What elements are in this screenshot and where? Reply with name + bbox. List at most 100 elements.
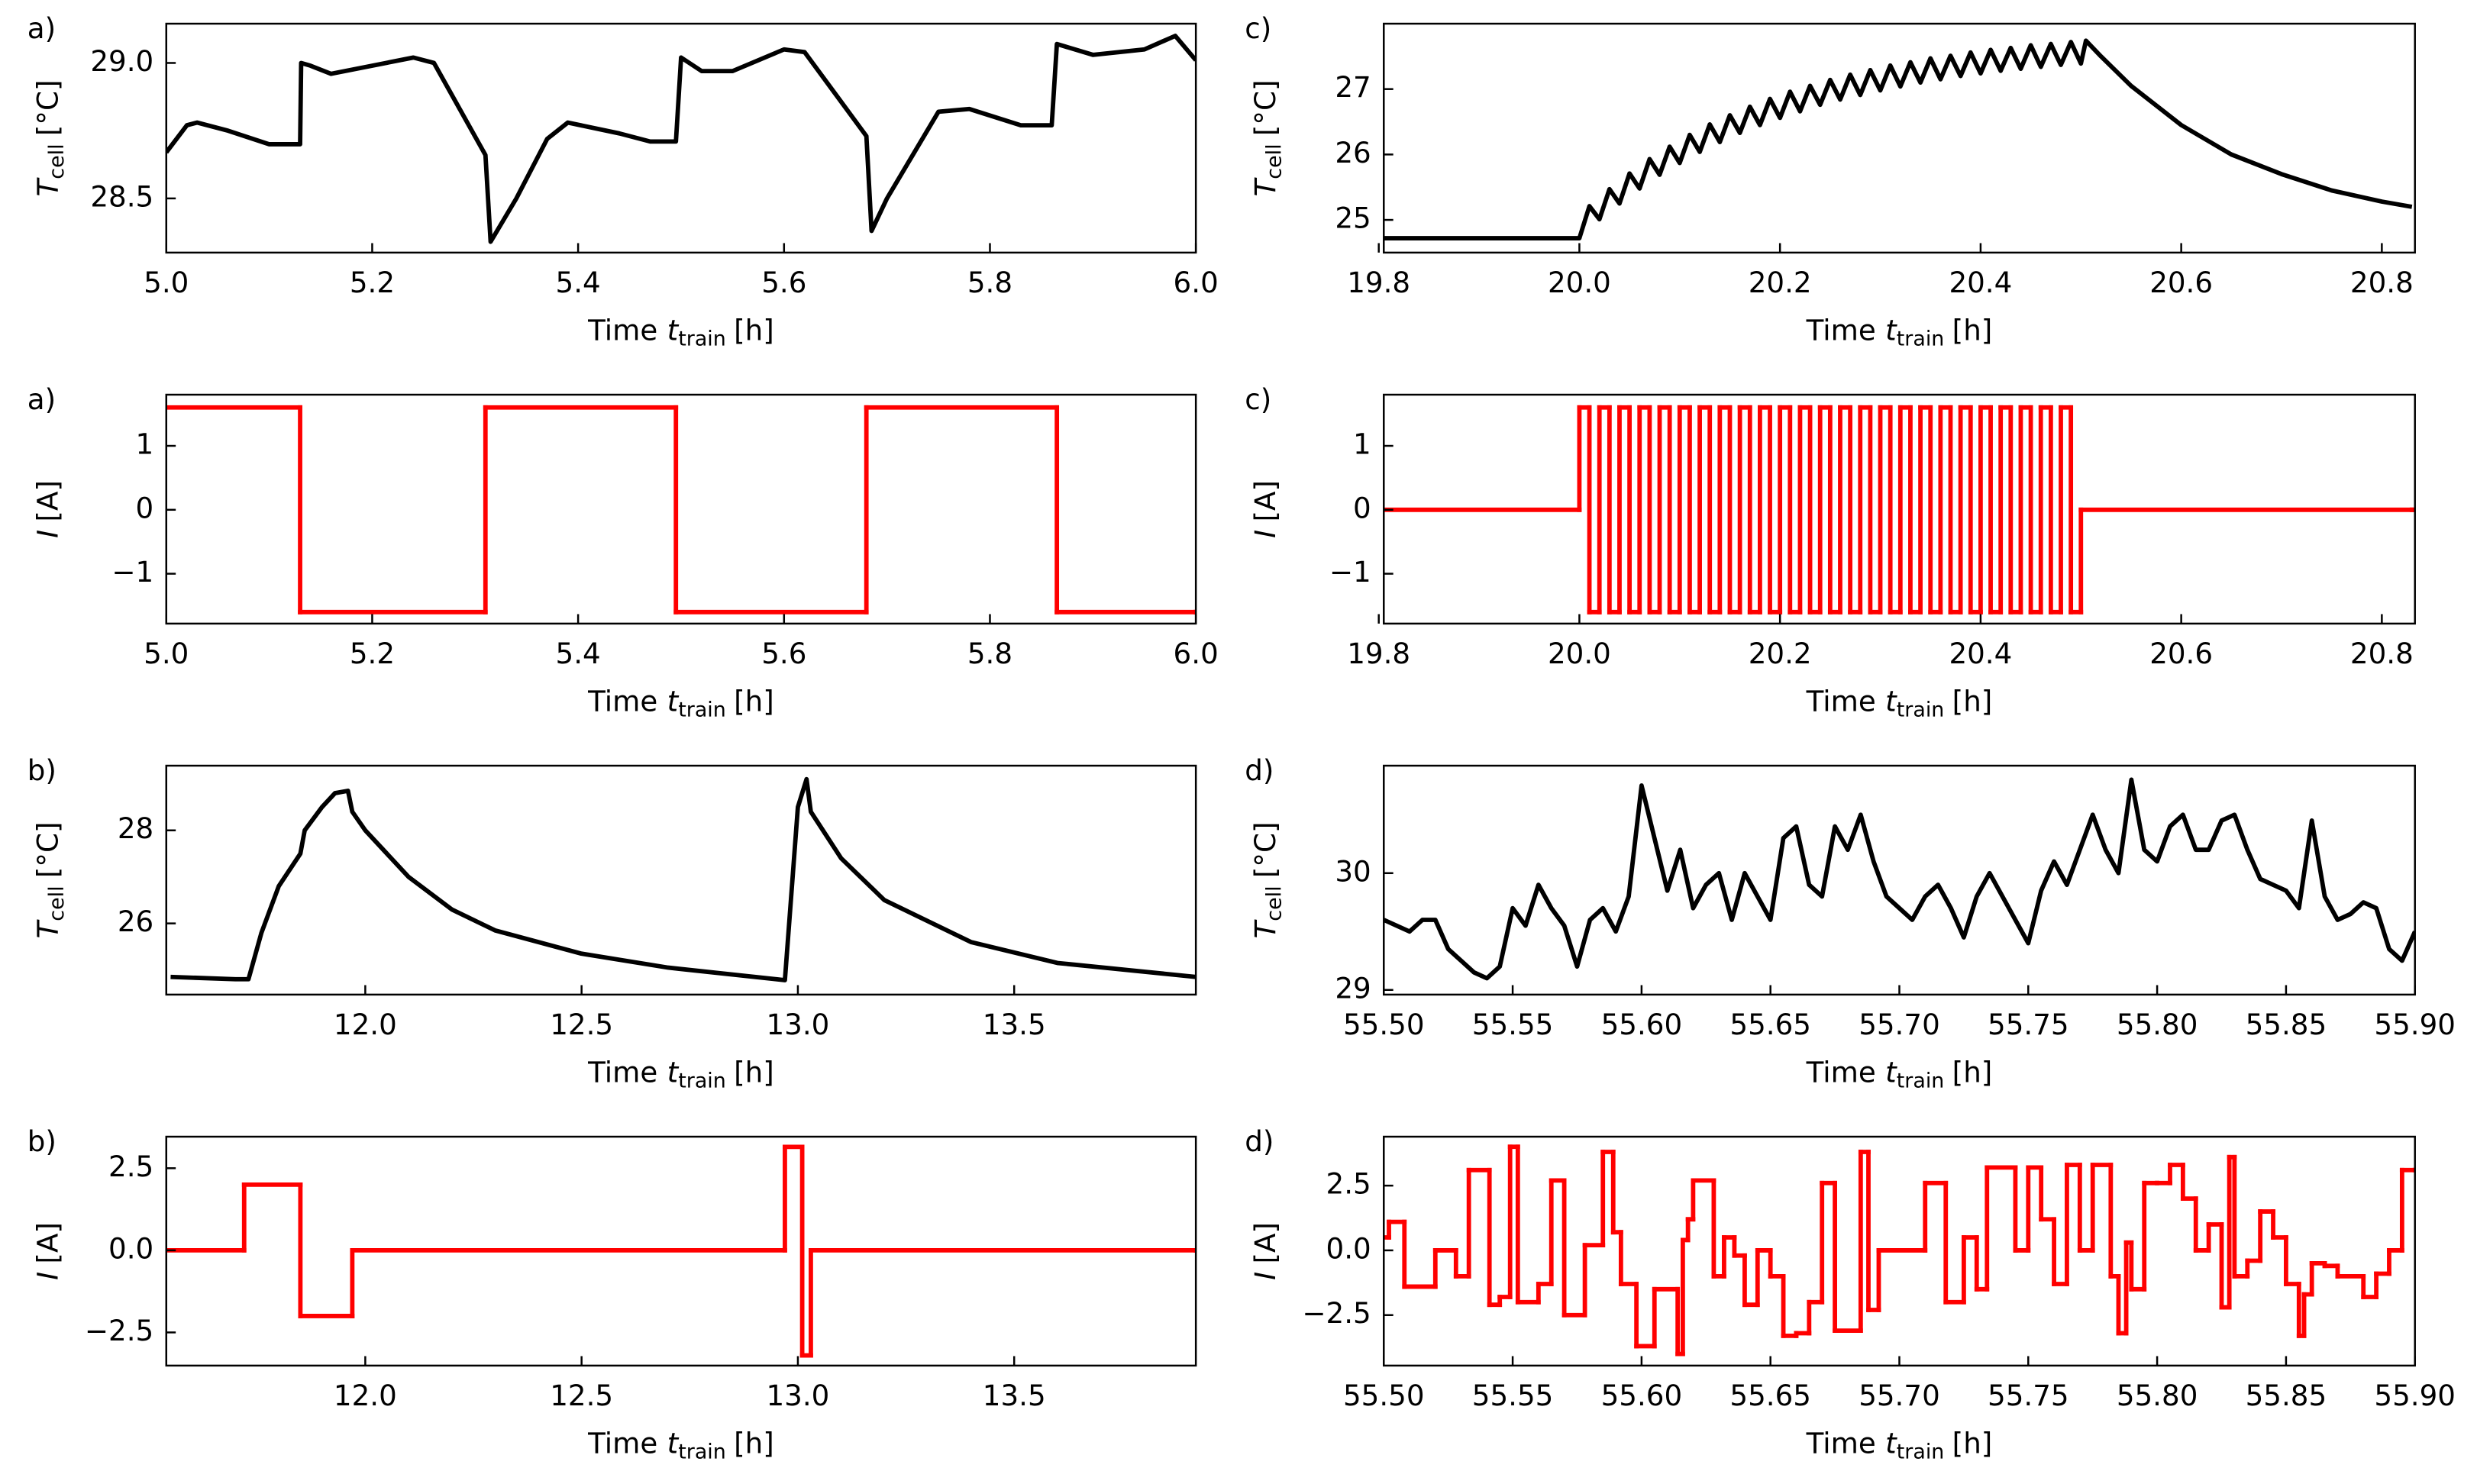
x-tick-label: 55.80 [2117,1008,2198,1041]
panel-label: d) [1245,753,1274,787]
x-tick-label: 5.2 [350,637,395,670]
x-label-unit: [h] [734,313,774,347]
x-label-text: Time [587,1426,657,1460]
panel-label: b) [27,753,57,787]
y-tick-label: 1 [136,427,154,461]
x-axis-label: Time ttrain [h] [1806,1426,1993,1463]
y-label-symbol: I [1248,1272,1282,1280]
x-tick-label: 13.0 [766,1008,829,1041]
x-label-text: Time [587,1055,657,1089]
x-label-symbol: t [667,313,680,347]
x-tick-label: 55.90 [2374,1379,2456,1412]
x-tick-label: 12.0 [334,1008,397,1041]
x-tick-label: 20.0 [1548,266,1611,299]
y-tick-label: 0.0 [1326,1231,1371,1265]
x-tick-label: 5.4 [556,266,601,299]
plot-area [1384,38,2413,240]
x-tick-label: 12.5 [550,1008,613,1041]
y-tick-label: 25 [1335,202,1371,235]
y-label-unit: [°C] [1248,79,1282,136]
x-tick-label: 20.6 [2149,266,2213,299]
x-label-subscript: train [678,327,726,350]
x-axis-label: Time ttrain [h] [1806,313,1993,350]
y-tick-label: 29.0 [90,44,153,78]
y-label-symbol: T [31,918,64,938]
x-label-subscript: train [678,698,726,721]
x-tick-label: 12.0 [334,1379,397,1412]
x-label-symbol: t [667,1426,680,1460]
x-label-symbol: t [1885,313,1897,347]
y-label-subscript: cell [45,144,69,179]
x-tick-label: 5.4 [556,637,601,670]
x-tick-label: 13.0 [766,1379,829,1412]
panel-label: a) [27,11,56,45]
x-tick-label: 55.75 [1988,1008,2069,1041]
y-label-unit: [A] [31,480,64,522]
x-tick-label: 55.85 [2246,1379,2327,1412]
x-tick-label: 20.4 [1949,637,2012,670]
x-tick-label: 5.2 [350,266,395,299]
y-tick-label: 0 [1353,491,1371,524]
x-axis-label: Time ttrain [h] [587,684,774,721]
x-tick-label: 55.65 [1729,1008,1811,1041]
panel-label: c) [1245,11,1271,45]
y-axis-label: Tcell [°C] [1248,79,1286,196]
y-axis-label: I [A] [1248,480,1282,538]
x-axis-label: Time ttrain [h] [1806,684,1993,721]
x-tick-label: 5.6 [761,637,806,670]
x-label-text: Time [587,684,657,718]
x-tick-label: 13.5 [983,1008,1046,1041]
x-label-subscript: train [1897,1069,1945,1092]
y-tick-label: 28.5 [90,179,153,213]
x-axis-label: Time ttrain [h] [1806,1055,1993,1092]
x-tick-label: 5.8 [967,637,1012,670]
subplot: 5.0 5.2 5.4 5.6 5.8 6.0 −1 0 1 a) Time ttrain [h] I [A… [27,382,1219,721]
x-tick-label: 55.70 [1859,1008,1940,1041]
y-label-symbol: I [31,530,64,538]
x-tick-label: 5.0 [144,637,189,670]
y-label-symbol: T [1248,176,1282,196]
y-label-symbol: I [31,1272,64,1280]
x-label-symbol: t [667,684,680,718]
y-label-symbol: I [1248,530,1282,538]
axes-frame [165,764,1197,996]
y-tick-label: −1 [1329,555,1371,589]
panel-label: d) [1245,1124,1274,1158]
y-label-subscript: cell [1262,886,1286,921]
x-label-text: Time [1806,684,1876,718]
x-tick-label: 20.6 [2149,637,2213,670]
y-axis-label: Tcell [°C] [31,79,68,196]
x-tick-label: 55.90 [2374,1008,2456,1041]
y-tick-label: −1 [111,555,153,589]
y-tick-label: 0.0 [108,1231,153,1265]
y-label-subscript: cell [1262,144,1286,179]
x-label-unit: [h] [1952,1055,1993,1089]
x-tick-label: 6.0 [1174,637,1219,670]
x-label-unit: [h] [1952,313,1993,347]
x-tick-label: 55.65 [1729,1379,1811,1412]
x-label-text: Time [587,313,657,347]
x-label-subscript: train [1897,698,1945,721]
x-tick-label: 20.0 [1548,637,1611,670]
plot-area [166,34,1197,244]
data-line [170,776,1197,982]
subplot: 55.50 55.55 55.60 55.65 55.70 55.75 55.80 55.85… [1245,753,2456,1092]
y-tick-label: 30 [1335,854,1371,888]
x-axis-label: Time ttrain [h] [587,1055,774,1092]
subplot: 12.0 12.5 13.0 13.5 26 28 b) Time ttrain [h] Tcell… [27,753,1197,1092]
data-line [1384,777,2415,981]
x-tick-label: 20.2 [1749,266,1812,299]
x-tick-label: 55.70 [1859,1379,1940,1412]
x-label-text: Time [1806,1426,1876,1460]
x-tick-label: 55.75 [1988,1379,2069,1412]
plot-area [166,1144,1197,1358]
x-label-unit: [h] [1952,684,1993,718]
y-label-symbol: T [1248,918,1282,938]
x-tick-label: 55.50 [1343,1008,1425,1041]
y-label-unit: [A] [31,1222,64,1264]
plot-area [1384,405,2414,615]
x-label-subscript: train [678,1440,726,1463]
axes-frame [165,393,1197,625]
y-label-symbol: T [31,176,64,196]
